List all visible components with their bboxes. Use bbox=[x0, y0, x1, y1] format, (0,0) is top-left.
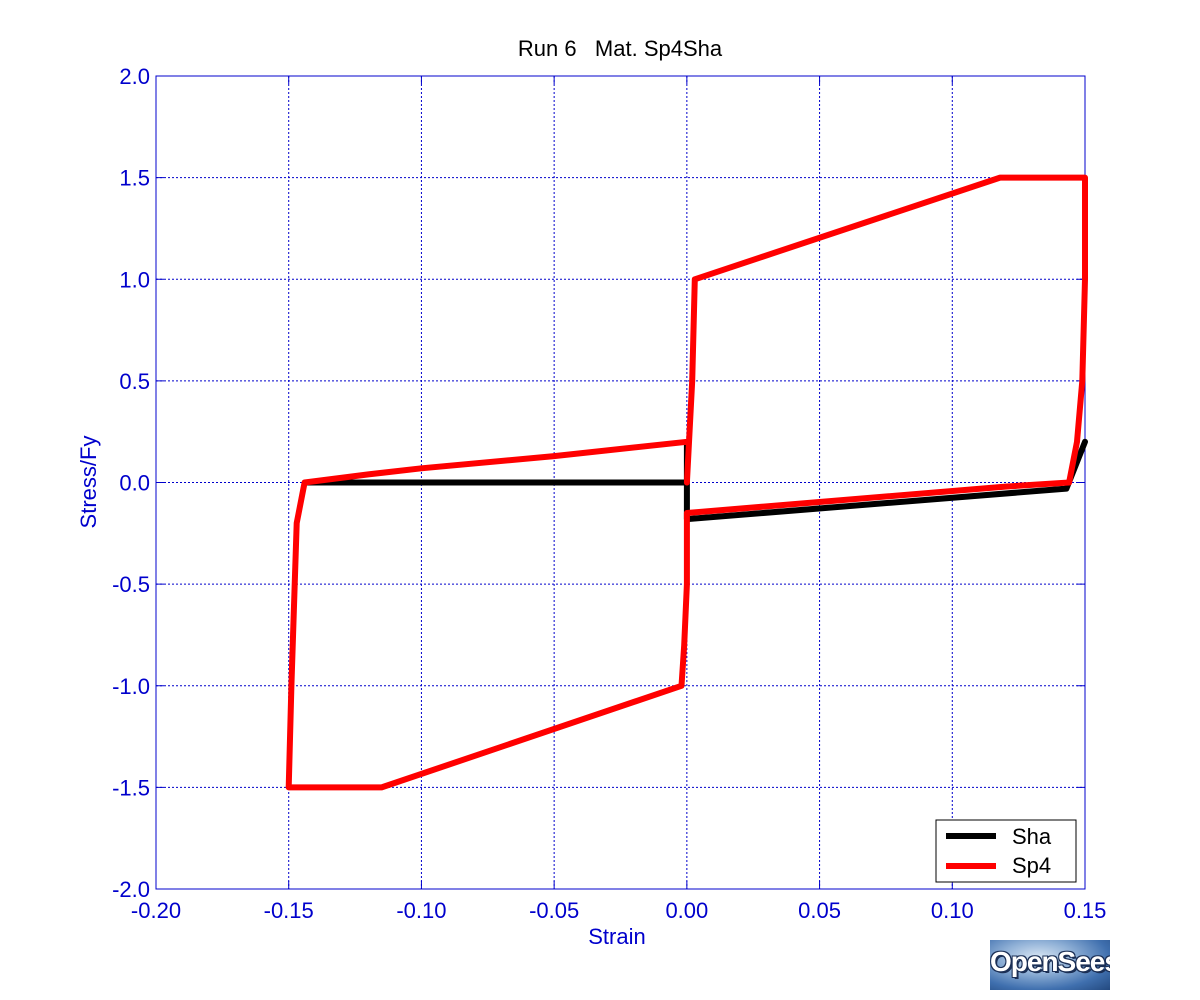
x-tick-label: 0.00 bbox=[665, 898, 708, 923]
legend-box bbox=[935, 819, 1077, 883]
series-line-sp4 bbox=[285, 174, 1088, 791]
legend-label-sp4: Sp4 bbox=[1012, 853, 1051, 878]
x-axis-label: Strain bbox=[588, 924, 645, 949]
x-tick-label: 0.15 bbox=[1064, 898, 1107, 923]
y-tick-label: -1.5 bbox=[112, 775, 150, 800]
x-tick-label: 0.05 bbox=[798, 898, 841, 923]
x-tick-label: -0.15 bbox=[264, 898, 314, 923]
y-tick-labels: -2.0 -1.5 -1.0 -0.5 0.0 0.5 1.0 1.5 2.0 bbox=[112, 64, 150, 902]
x-tick-label: 0.10 bbox=[931, 898, 974, 923]
x-tick-labels: -0.20 -0.15 -0.10 -0.05 0.00 0.05 0.10 0.15 bbox=[131, 898, 1106, 923]
opensees-logo-text: OpenSees bbox=[990, 946, 1110, 977]
y-tick-label: 0.5 bbox=[119, 369, 150, 394]
x-tick-label: -0.20 bbox=[131, 898, 181, 923]
chart-title: Run 6 Mat. Sp4Sha bbox=[518, 36, 723, 61]
y-axis-label: Stress/Fy bbox=[76, 436, 101, 529]
legend-label-sha: Sha bbox=[1012, 824, 1052, 849]
y-tick-label: 2.0 bbox=[119, 64, 150, 89]
y-tick-label: 1.5 bbox=[119, 166, 150, 191]
opensees-logo: OpenSees bbox=[990, 940, 1110, 990]
x-tick-label: -0.10 bbox=[396, 898, 446, 923]
y-tick-label: -0.5 bbox=[112, 572, 150, 597]
series-lines bbox=[285, 174, 1088, 791]
legend: Sha Sp4 bbox=[935, 819, 1077, 883]
y-tick-label: 1.0 bbox=[119, 267, 150, 292]
y-tick-label: -2.0 bbox=[112, 877, 150, 902]
y-tick-label: -1.0 bbox=[112, 674, 150, 699]
y-tick-label: 0.0 bbox=[119, 471, 150, 496]
x-tick-label: -0.05 bbox=[529, 898, 579, 923]
